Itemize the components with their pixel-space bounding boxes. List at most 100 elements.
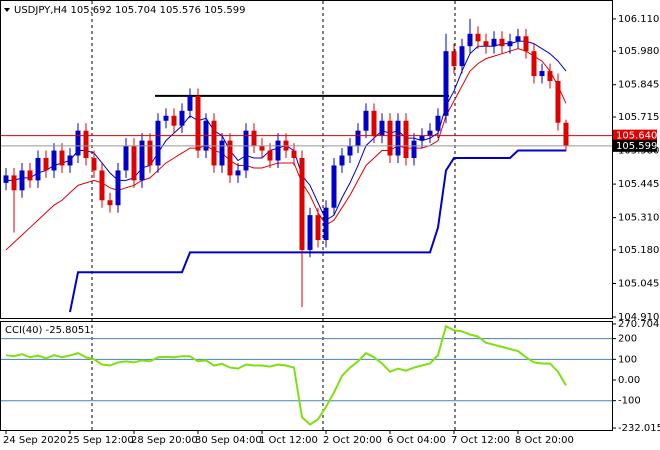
x-tick-label: 8 Oct 20:00 [515,435,574,446]
candle-body [315,215,321,240]
candle-body [563,122,569,146]
candle-body [347,145,353,156]
candle-body [411,140,417,159]
candle-body [163,115,169,121]
candle-body [187,95,193,111]
cci-tick-label: 100 [618,354,637,365]
candle-body [331,165,337,208]
candle-body [507,41,513,47]
candle-body [3,175,9,183]
candle-body [467,33,473,47]
candle-body [307,215,313,250]
candle-body [403,120,409,159]
candle-body [107,200,113,206]
candle-body [147,140,153,166]
y-tick-label: 105.310 [618,213,659,224]
candle-body [83,130,89,159]
candle-body [131,145,137,181]
candle-body [395,120,401,156]
candle-body [59,150,65,166]
x-tick-label: 6 Oct 04:00 [387,435,446,446]
cci-tick-label: -100 [618,396,641,407]
candle-body [67,155,73,166]
candle-body [451,51,457,67]
cci-tick-label: -232.0152 [618,423,660,434]
candle-body [115,170,121,206]
cci-header: CCI(40) -25.8051 [5,325,91,336]
candle-body [299,158,305,250]
indicator-line [69,149,566,313]
x-tick-label: 30 Sep 04:00 [195,435,262,446]
candle-body [291,150,297,159]
bid-label-box [613,139,657,152]
x-tick-label: 24 Sep 2020 [3,435,66,446]
y-tick-label: 105.180 [618,245,659,256]
cci-tick-label: 0.00 [618,375,640,386]
candle-body [51,150,57,171]
candle-body [251,130,257,146]
candle-body [43,158,49,171]
candle-body [515,36,521,42]
candle-body [243,130,249,171]
candle-body [19,170,25,191]
candle-body [267,150,273,161]
ask-label-box [613,129,657,142]
cci-tick-label: 200 [618,334,637,345]
candle-body [499,38,505,47]
x-tick-label: 7 Oct 12:00 [451,435,510,446]
candle-body [379,120,385,136]
candle-body [355,130,361,146]
cci-tick-label: 270.7045 [618,319,660,330]
x-tick-label: 1 Oct 12:00 [259,435,318,446]
x-tick-label: 25 Sep 12:00 [67,435,134,446]
header: USDJPY,H4 105.692 105.704 105.576 105.59… [14,5,245,16]
candle-body [123,145,129,171]
candle-body [227,140,233,176]
candle-body [491,38,497,47]
candle-body [99,170,105,201]
candle-body [171,115,177,126]
candle-body [547,71,553,81]
candle-body [435,115,441,131]
candle-body [427,130,433,136]
candle-body [443,51,449,116]
candle-body [275,140,281,161]
bid-label: 105.599 [616,141,657,152]
cci-panel [0,321,613,431]
candle-body [259,145,265,151]
candle-body [323,207,329,240]
candle-body [219,140,225,166]
candle-body [363,110,369,131]
candle-body [75,130,81,156]
candle-body [35,158,41,181]
candle-body [371,110,377,136]
candle-body [475,33,481,42]
candle-body [387,120,393,156]
y-tick-label: 105.045 [618,278,659,289]
candle-body [139,140,145,181]
menu-arrow[interactable] [4,8,10,12]
candle-body [531,51,537,77]
candle-body [339,155,345,166]
candle-body [27,170,33,181]
y-tick-label: 105.445 [618,179,659,190]
x-tick-label: 28 Sep 20:00 [131,435,198,446]
candle-body [195,95,201,151]
x-tick-label: 2 Oct 20:00 [323,435,382,446]
cci-line [5,324,567,426]
candle-body [235,170,241,176]
candle-body [483,41,489,47]
candle-body [179,110,185,126]
indicator-line [5,48,567,251]
candle-body [211,120,217,166]
ask-label: 105.640 [616,131,657,142]
candle-body [555,80,561,123]
candle-body [539,71,545,77]
y-tick-label: 105.845 [618,80,659,91]
candle-body [523,36,529,52]
candle-body [11,175,17,191]
candle-body [155,120,161,166]
y-tick-label: 105.715 [618,112,659,123]
candle-body [419,135,425,141]
